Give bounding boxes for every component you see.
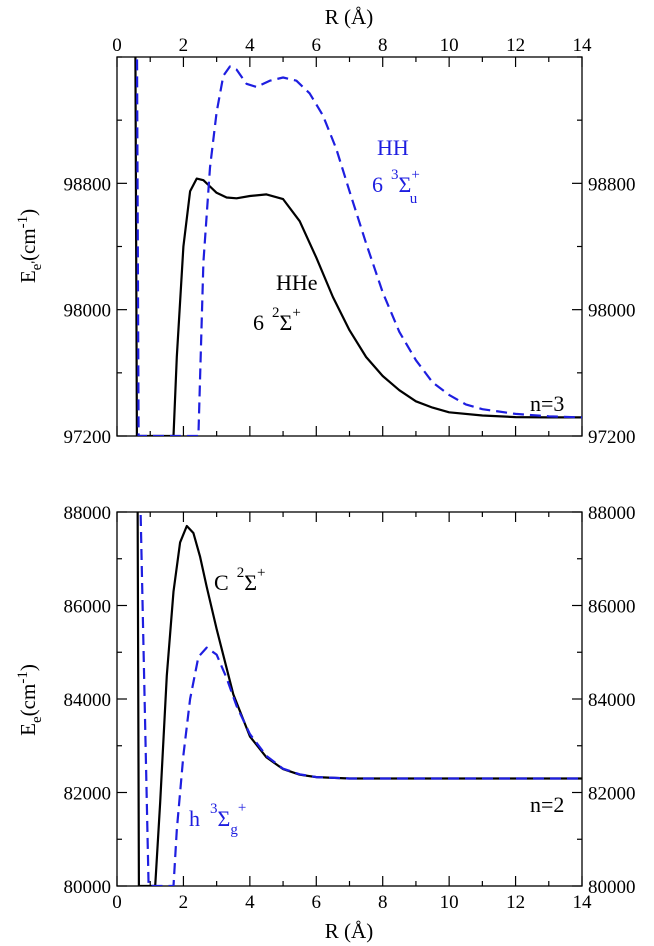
bottom-corner-label: n=2	[530, 792, 564, 817]
bottom-x-tick-label: 8	[378, 892, 388, 913]
top-y-axis-title: Ee'(cm-1)	[15, 209, 45, 283]
top-corner-label: n=3	[530, 391, 564, 416]
bottom-series-h-state	[139, 512, 582, 886]
top-curves	[134, 57, 582, 436]
bottom-x-tick-label: 6	[312, 892, 322, 913]
top-axis-title: R (Å)	[325, 5, 373, 29]
top-x-tick-label: 0	[112, 35, 122, 56]
hh-label-name: HH	[377, 135, 409, 160]
top-series-hhe	[134, 57, 582, 436]
bottom-series-c-state	[136, 512, 582, 886]
hhe-label-term: 6 2Σ+	[253, 305, 301, 335]
top-x-tick-label: 6	[312, 35, 322, 56]
top-x-tick-label: 2	[179, 35, 189, 56]
bottom-y-tick-label-left: 82000	[64, 784, 112, 805]
bottom-y-tick-label-left: 88000	[64, 503, 112, 524]
hh-label-term: 6 3Σ+ u	[372, 167, 420, 207]
bottom-y-tick-label-left: 80000	[64, 877, 112, 898]
top-axis-ticks: 0 2 4 6 8 10 12 14 97200 97200 98000 98000 98800 9880…	[64, 35, 636, 448]
top-x-tick-label: 12	[506, 35, 525, 56]
bottom-y-tick-label-left: 86000	[64, 597, 112, 618]
bottom-y-tick-label-right: 82000	[588, 784, 636, 805]
top-series-hh	[135, 57, 582, 436]
top-y-tick-label-right: 98800	[588, 174, 636, 195]
top-y-tick-label-right: 97200	[588, 427, 636, 448]
h-state-label: h 3Σg+	[189, 800, 246, 838]
c-state-label: C 2Σ+	[214, 565, 265, 595]
bottom-x-tick-label: 14	[573, 892, 593, 913]
hhe-label-name: HHe	[276, 270, 318, 295]
top-x-tick-label: 10	[440, 35, 459, 56]
top-y-tick-label-left: 98000	[64, 301, 112, 322]
bottom-x-tick-label: 12	[506, 892, 525, 913]
bottom-y-tick-label-left: 84000	[64, 690, 112, 711]
bottom-curves	[136, 512, 582, 886]
top-plot-frame	[116, 56, 583, 437]
bottom-y-tick-label-right: 80000	[588, 877, 636, 898]
bottom-x-tick-label: 4	[245, 892, 255, 913]
top-panel: 0 2 4 6 8 10 12 14 97200 97200 98000 98000 98800 9880…	[15, 5, 636, 448]
bottom-axis-title: R (Å)	[325, 919, 373, 943]
bottom-y-tick-label-right: 88000	[588, 503, 636, 524]
top-x-tick-label: 14	[573, 35, 593, 56]
top-y-tick-label-right: 98000	[588, 301, 636, 322]
bottom-x-tick-label: 10	[440, 892, 459, 913]
bottom-y-axis-title: Ee(cm-1)	[15, 664, 45, 736]
top-x-tick-label: 8	[378, 35, 388, 56]
top-x-tick-label: 4	[245, 35, 255, 56]
top-y-tick-label-left: 98800	[64, 174, 112, 195]
bottom-y-tick-label-right: 86000	[588, 597, 636, 618]
bottom-y-tick-label-right: 84000	[588, 690, 636, 711]
bottom-plot-frame	[116, 511, 583, 887]
bottom-x-tick-label: 2	[179, 892, 189, 913]
top-y-tick-label-left: 97200	[64, 427, 112, 448]
bottom-x-tick-label: 0	[112, 892, 122, 913]
